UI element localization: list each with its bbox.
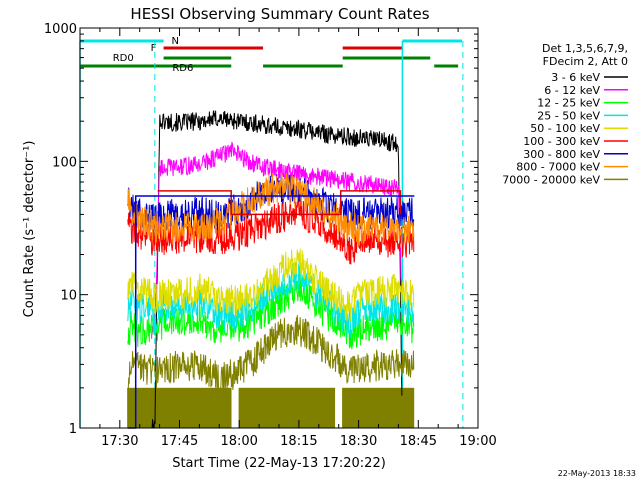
y-tick-label: 100 [52,155,77,170]
y-tick-label: 10 [60,289,77,304]
x-tick-label: 17:30 [101,434,138,449]
series-line [127,248,415,322]
series-line [151,110,403,429]
y-tick-label: 1000 [44,22,77,37]
noise-floor [127,387,415,428]
x-tick-label: 18:00 [220,434,257,449]
legend-entry-label: 50 - 100 keV [530,122,600,135]
legend-header: FDecim 2, Att 0 [543,55,628,68]
flag-label-rd6: RD6 [172,63,193,74]
x-axis-label: Start Time (22-May-13 17:20:22) [172,456,386,471]
series-line [127,315,415,393]
legend-entry-label: 800 - 7000 keV [516,161,600,174]
flag-label-n: N [172,36,179,47]
series-line [127,197,415,265]
legend-entry-label: 100 - 300 keV [523,135,600,148]
legend-entry-label: 25 - 50 keV [537,109,600,122]
plot-frame [79,27,479,429]
series-line [127,273,415,350]
legend-entry-label: 12 - 25 keV [537,97,600,110]
footer-date: 22-May-2013 18:33 [558,469,636,478]
flag-label-f: F [151,43,157,54]
x-tick-label: 17:45 [161,434,198,449]
legend: Det 1,3,5,6,7,9,FDecim 2, Att 0 3 - 6 keV… [502,42,628,186]
series-line [127,172,415,246]
envelope-line [157,190,402,216]
legend-entry-label: 300 - 800 keV [523,148,600,161]
legend-entry-label: 7000 - 20000 keV [502,173,600,186]
x-tick-label: 19:00 [459,434,496,449]
x-tick-label: 18:15 [280,434,317,449]
legend-entry-label: 3 - 6 keV [551,71,600,84]
axes: 17:30 17:45 18:00 18:15 18:30 18:45 19:00 1 10 10… [44,22,497,449]
legend-entry-label: 6 - 12 keV [544,84,600,97]
x-tick-label: 18:30 [340,434,377,449]
series-lines [127,110,415,429]
legend-header: Det 1,3,5,6,7,9, [542,42,628,55]
chart-title: HESSI Observing Summary Count Rates [130,5,429,23]
observing-flags: N F RD0 RD6 [80,36,463,74]
series-line [151,141,403,339]
x-tick-label: 18:45 [400,434,437,449]
y-tick-label: 1 [69,422,77,437]
y-axis-label: Count Rate (s⁻¹ detector⁻¹) [22,141,37,318]
flag-label-rd0: RD0 [113,53,134,64]
